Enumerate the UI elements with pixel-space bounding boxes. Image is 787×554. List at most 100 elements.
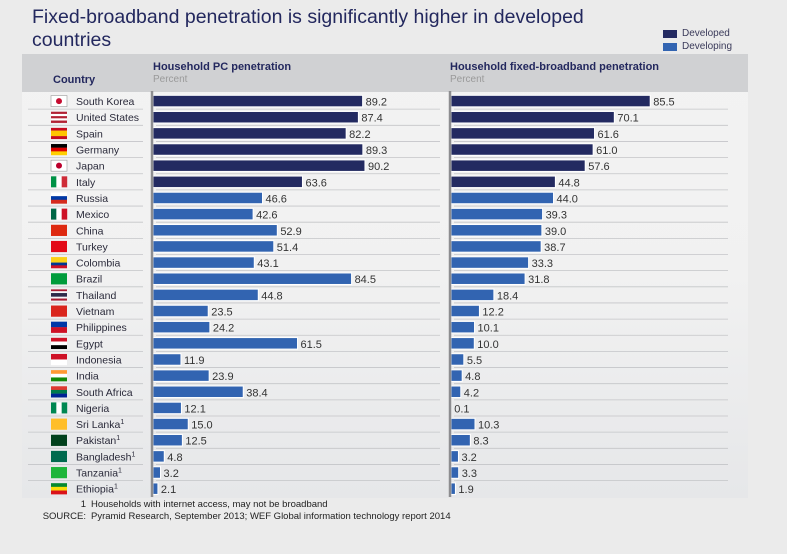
data-label: 82.2 bbox=[349, 129, 370, 141]
bar-pc bbox=[152, 110, 359, 124]
data-label: 2.1 bbox=[161, 484, 176, 496]
country-label: South Africa bbox=[76, 387, 133, 399]
flag-icon-japan bbox=[50, 159, 68, 172]
data-label: 12.5 bbox=[185, 436, 206, 448]
data-label: 38.4 bbox=[246, 387, 267, 399]
footnote-key: 1 bbox=[80, 499, 86, 510]
data-label: 61.0 bbox=[596, 145, 617, 157]
flag-icon-brazil bbox=[51, 273, 67, 285]
footnote-source: SOURCE: Pyramid Research, September 2013… bbox=[38, 511, 451, 523]
data-label: 23.5 bbox=[211, 307, 232, 319]
country-label: Pakistan1 bbox=[76, 435, 120, 447]
country-label: Russia bbox=[76, 193, 108, 205]
data-label: 1.9 bbox=[458, 484, 473, 496]
country-label: Sri Lanka1 bbox=[76, 419, 124, 431]
bar-pc bbox=[152, 207, 254, 221]
data-label: 90.2 bbox=[368, 161, 389, 173]
bar-pc bbox=[152, 159, 366, 172]
bar-pc bbox=[152, 337, 299, 350]
bar-pc bbox=[152, 417, 189, 431]
country-column-header: Country bbox=[53, 74, 96, 86]
legend-swatch-developed bbox=[663, 29, 677, 38]
data-label: 46.6 bbox=[266, 193, 287, 205]
country-label: Indonesia bbox=[76, 354, 122, 366]
legend: Developed Developing bbox=[663, 27, 732, 53]
data-label: 4.2 bbox=[464, 387, 479, 399]
bar-broadband bbox=[450, 127, 596, 140]
legend-label-developing: Developing bbox=[682, 41, 733, 52]
panel-header: Country Household PC penetration Percent… bbox=[22, 54, 748, 92]
pc-penetration-header: Household PC penetration bbox=[153, 61, 292, 73]
pc-penetration-unit: Percent bbox=[153, 74, 188, 85]
country-label: Spain bbox=[76, 128, 103, 140]
bar-broadband bbox=[450, 272, 526, 285]
country-label: Bangladesh1 bbox=[76, 451, 135, 463]
data-label: 63.6 bbox=[305, 177, 326, 189]
flag-icon-egypt bbox=[51, 337, 67, 350]
data-label: 52.9 bbox=[280, 226, 301, 238]
flag-icon-south-korea bbox=[50, 95, 68, 107]
bar-broadband bbox=[450, 417, 476, 431]
bar-broadband bbox=[450, 450, 459, 463]
bar-broadband bbox=[450, 94, 651, 108]
bar-pc bbox=[152, 288, 259, 302]
bar-broadband bbox=[450, 320, 476, 334]
data-label: 10.0 bbox=[477, 339, 498, 351]
bar-broadband bbox=[450, 466, 460, 479]
data-label: 24.2 bbox=[213, 323, 234, 335]
flag-icon-ethiopia bbox=[51, 483, 67, 495]
bar-pc bbox=[152, 94, 364, 108]
flag-icon-bangladesh bbox=[51, 450, 67, 463]
country-label: Nigeria bbox=[76, 403, 109, 415]
broadband-penetration-header: Household fixed-broadband penetration bbox=[450, 61, 660, 73]
chart-panel: Country Household PC penetration Percent… bbox=[22, 54, 748, 498]
country-label: China bbox=[76, 225, 104, 237]
footnotes: 1 Households with internet access, may n… bbox=[38, 499, 451, 523]
data-label: 3.2 bbox=[164, 468, 179, 480]
data-label: 57.6 bbox=[588, 161, 609, 173]
bar-broadband bbox=[450, 304, 480, 318]
flag-icon-russia bbox=[51, 192, 67, 204]
flag-icon-germany bbox=[51, 144, 67, 156]
footnote-text: Households with internet access, may not… bbox=[91, 499, 328, 510]
bar-pc bbox=[152, 240, 275, 253]
bar-broadband bbox=[450, 110, 615, 124]
bar-pc bbox=[152, 191, 264, 205]
flag-icon-india bbox=[51, 370, 67, 382]
country-label: Brazil bbox=[76, 274, 102, 286]
bar-pc bbox=[152, 482, 159, 495]
data-label: 43.1 bbox=[257, 258, 278, 270]
country-label: Philippines bbox=[76, 322, 127, 334]
country-label: India bbox=[76, 371, 99, 383]
bar-broadband bbox=[450, 224, 543, 237]
legend-item-developing: Developing bbox=[663, 40, 732, 53]
bar-pc bbox=[152, 450, 165, 463]
data-label: 89.2 bbox=[366, 97, 387, 109]
data-label: 38.7 bbox=[544, 242, 565, 254]
bar-broadband bbox=[450, 159, 586, 172]
broadband-penetration-unit: Percent bbox=[450, 74, 485, 85]
bar-broadband bbox=[450, 240, 542, 253]
data-label: 4.8 bbox=[167, 452, 182, 464]
country-label: Thailand bbox=[76, 290, 116, 302]
bar-broadband bbox=[450, 337, 475, 350]
legend-item-developed: Developed bbox=[663, 27, 732, 40]
bar-pc bbox=[152, 224, 278, 237]
data-label: 3.2 bbox=[461, 452, 476, 464]
data-label: 44.8 bbox=[261, 290, 282, 302]
flag-icon-philippines bbox=[51, 321, 67, 333]
flag-icon-pakistan bbox=[51, 434, 67, 446]
bar-broadband bbox=[450, 175, 556, 189]
data-label: 39.0 bbox=[545, 226, 566, 238]
bar-pc bbox=[152, 256, 255, 269]
data-label: 70.1 bbox=[617, 113, 638, 125]
data-label: 8.3 bbox=[473, 436, 488, 448]
country-label: Japan bbox=[76, 161, 105, 173]
country-label: Italy bbox=[76, 177, 96, 189]
flag-icon-tanzania bbox=[51, 467, 67, 479]
data-label: 18.4 bbox=[497, 290, 518, 302]
data-label: 85.5 bbox=[653, 97, 674, 109]
data-label: 23.9 bbox=[212, 371, 233, 383]
data-label: 11.9 bbox=[184, 355, 205, 367]
flag-icon-colombia bbox=[51, 257, 67, 269]
